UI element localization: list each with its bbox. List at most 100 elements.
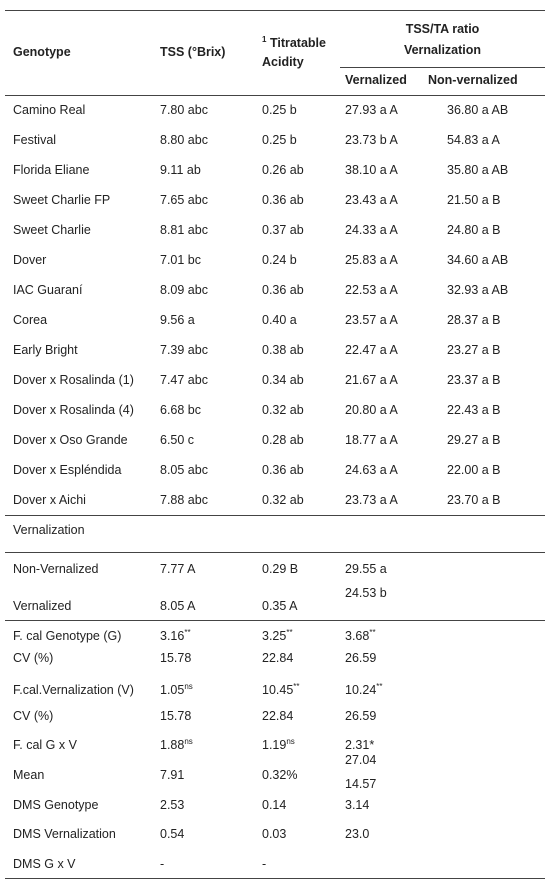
cell: 38.10 a A bbox=[345, 163, 398, 177]
cell: 29.27 a B bbox=[447, 433, 501, 447]
cell: 7.80 abc bbox=[160, 103, 208, 117]
cell: 28.37 a B bbox=[447, 313, 501, 327]
stat-value: 7.91 bbox=[160, 768, 184, 782]
cell: 22.47 a A bbox=[345, 343, 398, 357]
cell: 7.88 abc bbox=[160, 493, 208, 507]
stat-number: 7.91 bbox=[160, 768, 185, 782]
stat-number: 3.25 bbox=[262, 629, 287, 643]
genotype-name: Sweet Charlie FP bbox=[13, 193, 111, 207]
cell: 0.25 b bbox=[262, 133, 297, 147]
stat-number: 2.53 bbox=[160, 798, 185, 812]
cell: 34.60 a AB bbox=[447, 253, 509, 267]
cell: 24.63 a A bbox=[345, 463, 398, 477]
header-ta-line2: Acidity bbox=[262, 55, 304, 69]
genotype-name: Dover x Espléndida bbox=[13, 463, 122, 477]
genotype-name: Early Bright bbox=[13, 343, 78, 357]
stat-number: 15.78 bbox=[160, 709, 192, 723]
stat-number: 22.84 bbox=[262, 709, 294, 723]
genotype-name: Dover bbox=[13, 253, 47, 267]
cell: 8.80 abc bbox=[160, 133, 208, 147]
stat-number: 1.88 bbox=[160, 738, 185, 752]
stat-number: 3.68 bbox=[345, 629, 370, 643]
header-ta-sup: 1 bbox=[262, 35, 267, 44]
stat-value: 15.78 bbox=[160, 651, 191, 665]
stat-value: 3.14 bbox=[345, 798, 369, 812]
cell: 23.37 a B bbox=[447, 373, 501, 387]
stat-number: 22.84 bbox=[262, 651, 294, 665]
cell: 54.83 a A bbox=[447, 133, 500, 147]
header-genotype: Genotype bbox=[13, 45, 71, 59]
stat-label: DMS G x V bbox=[13, 857, 76, 871]
stat-number: 1.19 bbox=[262, 738, 287, 752]
stat-value: 15.78 bbox=[160, 709, 191, 723]
rule bbox=[5, 10, 545, 11]
rule bbox=[5, 878, 545, 879]
header-non-vernalized: Non-vernalized bbox=[428, 73, 518, 87]
stat-value: 0.14 bbox=[262, 798, 286, 812]
stat-value: 1.05ns bbox=[160, 682, 193, 698]
stat-number: 27.04 bbox=[345, 753, 377, 767]
cell: 6.68 bc bbox=[160, 403, 202, 417]
rule bbox=[5, 95, 545, 96]
stat-number: 3.16 bbox=[160, 629, 185, 643]
cell: 23.70 a B bbox=[447, 493, 501, 507]
header-ta-line1: Titratable bbox=[269, 36, 326, 50]
stat-label: CV (%) bbox=[13, 709, 54, 723]
stat-label: Mean bbox=[13, 768, 45, 782]
header-vernalization: Vernalization bbox=[403, 43, 482, 57]
significance: ** bbox=[184, 628, 191, 637]
stat-number: - bbox=[160, 857, 165, 871]
cell: 6.50 c bbox=[160, 433, 195, 447]
stat-value: 0.32% bbox=[262, 768, 297, 782]
cell: 20.80 a A bbox=[345, 403, 398, 417]
cell: 22.00 a B bbox=[447, 463, 501, 477]
cell: 0.38 ab bbox=[262, 343, 304, 357]
cell: 0.32 ab bbox=[262, 403, 304, 417]
stat-value: 26.59 bbox=[345, 709, 376, 723]
cell: 0.34 ab bbox=[262, 373, 304, 387]
stat-label: DMS Genotype bbox=[13, 798, 99, 812]
cell: 21.50 a B bbox=[447, 193, 501, 207]
cell: 0.36 ab bbox=[262, 193, 304, 207]
cell: 8.05 abc bbox=[160, 463, 208, 477]
cell: 7.47 abc bbox=[160, 373, 208, 387]
cell: 24.53 b bbox=[345, 586, 387, 600]
stat-value: 2.53 bbox=[160, 798, 184, 812]
stat-value: 3.68** bbox=[345, 629, 376, 644]
cell: 18.77 a A bbox=[345, 433, 398, 447]
genotype-name: Sweet Charlie bbox=[13, 223, 91, 237]
stat-number: 10.24 bbox=[345, 683, 377, 697]
rule bbox=[5, 515, 545, 516]
cell: 24.80 a B bbox=[447, 223, 501, 237]
stat-value: - bbox=[160, 857, 164, 871]
stat-value: 22.84 bbox=[262, 651, 293, 665]
cell: 0.26 ab bbox=[262, 163, 304, 177]
cell: 0.24 b bbox=[262, 253, 297, 267]
section-label: Vernalization bbox=[13, 523, 85, 537]
cell: 0.25 b bbox=[262, 103, 297, 117]
stat-value: 27.04 bbox=[345, 753, 376, 767]
stat-number: 0.14 bbox=[262, 798, 287, 812]
rule bbox=[340, 67, 545, 68]
cell: 22.43 a B bbox=[447, 403, 501, 417]
genotype-name: Dover x Rosalinda (1) bbox=[13, 373, 134, 387]
stat-number: 15.78 bbox=[160, 651, 192, 665]
genotype-name: Festival bbox=[13, 133, 57, 147]
cell: 0.36 ab bbox=[262, 283, 304, 297]
stat-number: - bbox=[262, 857, 267, 871]
stat-number: 0.03 bbox=[262, 827, 287, 841]
significance: ns bbox=[184, 737, 193, 746]
genotype-name: Dover x Oso Grande bbox=[13, 433, 128, 447]
cell: 7.01 bc bbox=[160, 253, 202, 267]
stat-label: F. cal Genotype (G) bbox=[13, 629, 122, 643]
cell: 23.73 a A bbox=[345, 493, 398, 507]
row-label: Vernalized bbox=[13, 599, 72, 613]
genotype-name: Dover x Rosalinda (4) bbox=[13, 403, 134, 417]
stat-label: CV (%) bbox=[13, 651, 54, 665]
genotype-name: Camino Real bbox=[13, 103, 86, 117]
stat-value: 26.59 bbox=[345, 651, 376, 665]
cell: 0.29 B bbox=[262, 562, 299, 576]
cell: 8.81 abc bbox=[160, 223, 208, 237]
stat-label: F.cal.Vernalization (V) bbox=[13, 683, 134, 697]
significance: ns bbox=[184, 682, 193, 691]
